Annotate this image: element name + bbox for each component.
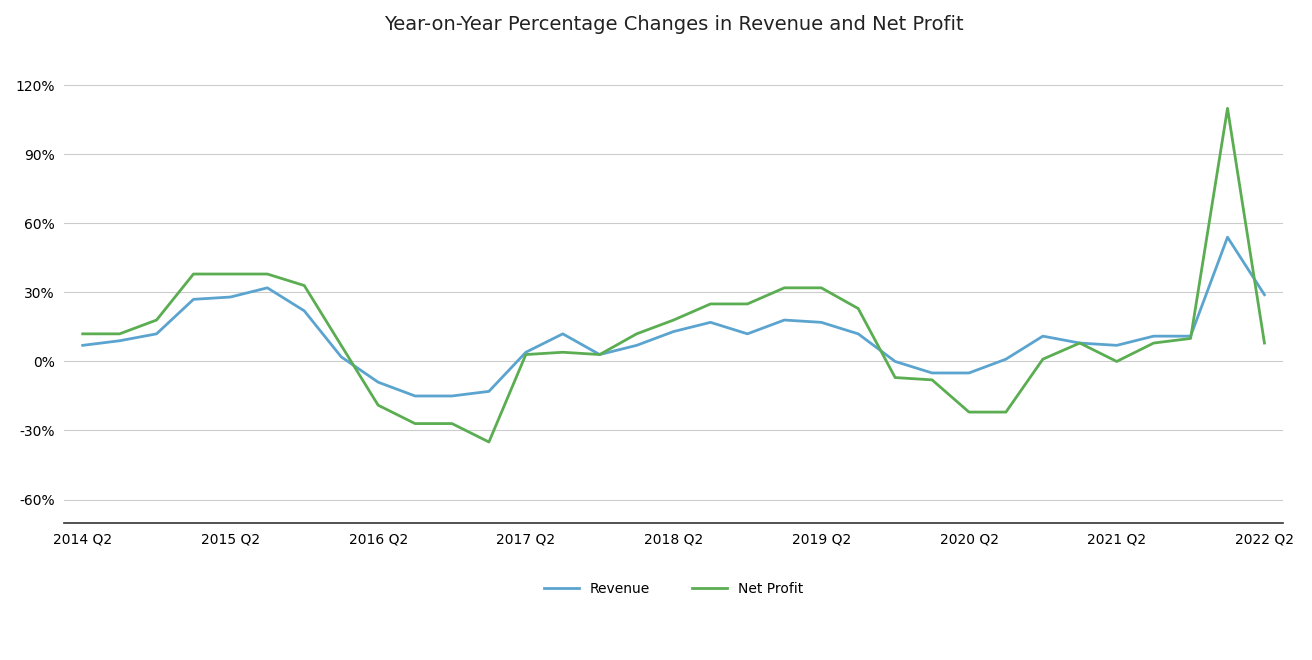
- Net Profit: [1182, 335, 1198, 343]
- Revenue: [665, 327, 681, 335]
- Net Profit: [445, 420, 461, 428]
- Net Profit: [850, 304, 866, 312]
- Net Profit: [813, 284, 829, 292]
- Net Profit: [1072, 339, 1088, 347]
- Net Profit: [924, 376, 939, 384]
- Net Profit: [962, 408, 977, 416]
- Net Profit: [518, 350, 534, 358]
- Revenue: [740, 330, 756, 338]
- Revenue: [223, 293, 239, 301]
- Net Profit: [1257, 339, 1273, 347]
- Net Profit: [297, 282, 312, 290]
- Net Profit: [592, 350, 607, 358]
- Net Profit: [112, 330, 127, 338]
- Net Profit: [75, 330, 91, 338]
- Revenue: [1072, 339, 1088, 347]
- Net Profit: [260, 270, 276, 278]
- Line: Revenue: Revenue: [83, 237, 1265, 396]
- Revenue: [482, 387, 497, 395]
- Net Profit: [185, 270, 201, 278]
- Revenue: [75, 341, 91, 349]
- Net Profit: [628, 330, 644, 338]
- Revenue: [1145, 332, 1161, 340]
- Net Profit: [333, 341, 349, 349]
- Net Profit: [482, 438, 497, 446]
- Revenue: [518, 348, 534, 356]
- Revenue: [887, 358, 903, 366]
- Revenue: [148, 330, 164, 338]
- Net Profit: [1035, 355, 1051, 363]
- Legend: Revenue, Net Profit: Revenue, Net Profit: [539, 577, 808, 602]
- Revenue: [445, 392, 461, 400]
- Title: Year-on-Year Percentage Changes in Revenue and Net Profit: Year-on-Year Percentage Changes in Reven…: [383, 15, 963, 34]
- Revenue: [628, 341, 644, 349]
- Revenue: [850, 330, 866, 338]
- Revenue: [1035, 332, 1051, 340]
- Revenue: [407, 392, 422, 400]
- Revenue: [297, 307, 312, 315]
- Revenue: [185, 296, 201, 304]
- Net Profit: [1109, 358, 1124, 366]
- Revenue: [703, 318, 719, 326]
- Revenue: [370, 378, 386, 386]
- Revenue: [777, 316, 792, 324]
- Revenue: [924, 369, 939, 377]
- Net Profit: [740, 300, 756, 308]
- Net Profit: [1220, 104, 1236, 112]
- Revenue: [260, 284, 276, 292]
- Revenue: [998, 355, 1014, 363]
- Net Profit: [703, 300, 719, 308]
- Revenue: [1220, 233, 1236, 241]
- Revenue: [555, 330, 571, 338]
- Revenue: [1257, 291, 1273, 299]
- Revenue: [592, 350, 607, 358]
- Revenue: [1182, 332, 1198, 340]
- Net Profit: [998, 408, 1014, 416]
- Net Profit: [370, 401, 386, 409]
- Net Profit: [887, 374, 903, 381]
- Net Profit: [223, 270, 239, 278]
- Revenue: [1109, 341, 1124, 349]
- Revenue: [112, 337, 127, 345]
- Line: Net Profit: Net Profit: [83, 108, 1265, 442]
- Net Profit: [407, 420, 422, 428]
- Revenue: [962, 369, 977, 377]
- Net Profit: [777, 284, 792, 292]
- Net Profit: [1145, 339, 1161, 347]
- Revenue: [333, 353, 349, 361]
- Net Profit: [148, 316, 164, 324]
- Net Profit: [665, 316, 681, 324]
- Revenue: [813, 318, 829, 326]
- Net Profit: [555, 348, 571, 356]
